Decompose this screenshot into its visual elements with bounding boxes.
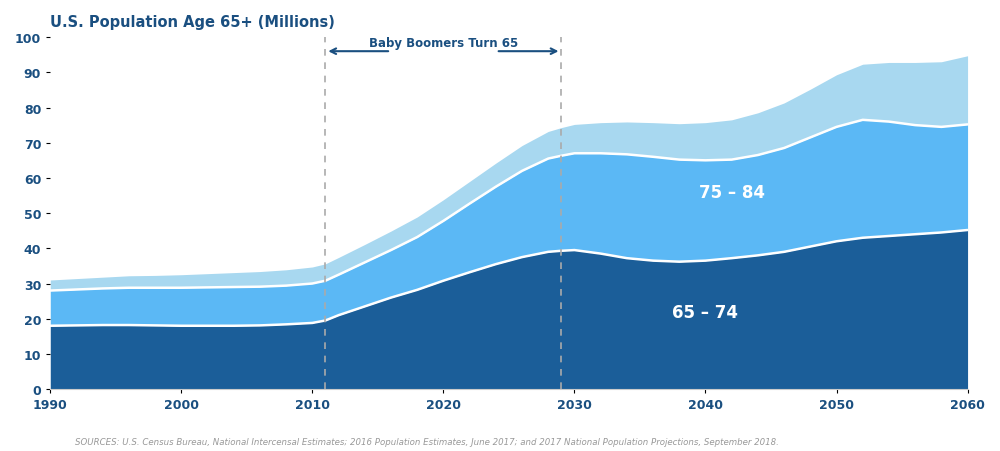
Text: 65 – 74: 65 – 74 xyxy=(672,303,738,321)
Text: 75 – 84: 75 – 84 xyxy=(699,184,765,202)
Text: 85 +: 85 + xyxy=(710,99,753,117)
Text: U.S. Population Age 65+ (Millions): U.S. Population Age 65+ (Millions) xyxy=(50,15,335,30)
Text: SOURCES: U.S. Census Bureau, National Intercensal Estimates; 2016 Population Est: SOURCES: U.S. Census Bureau, National In… xyxy=(75,437,779,446)
Text: Baby Boomers Turn 65: Baby Boomers Turn 65 xyxy=(369,37,518,51)
